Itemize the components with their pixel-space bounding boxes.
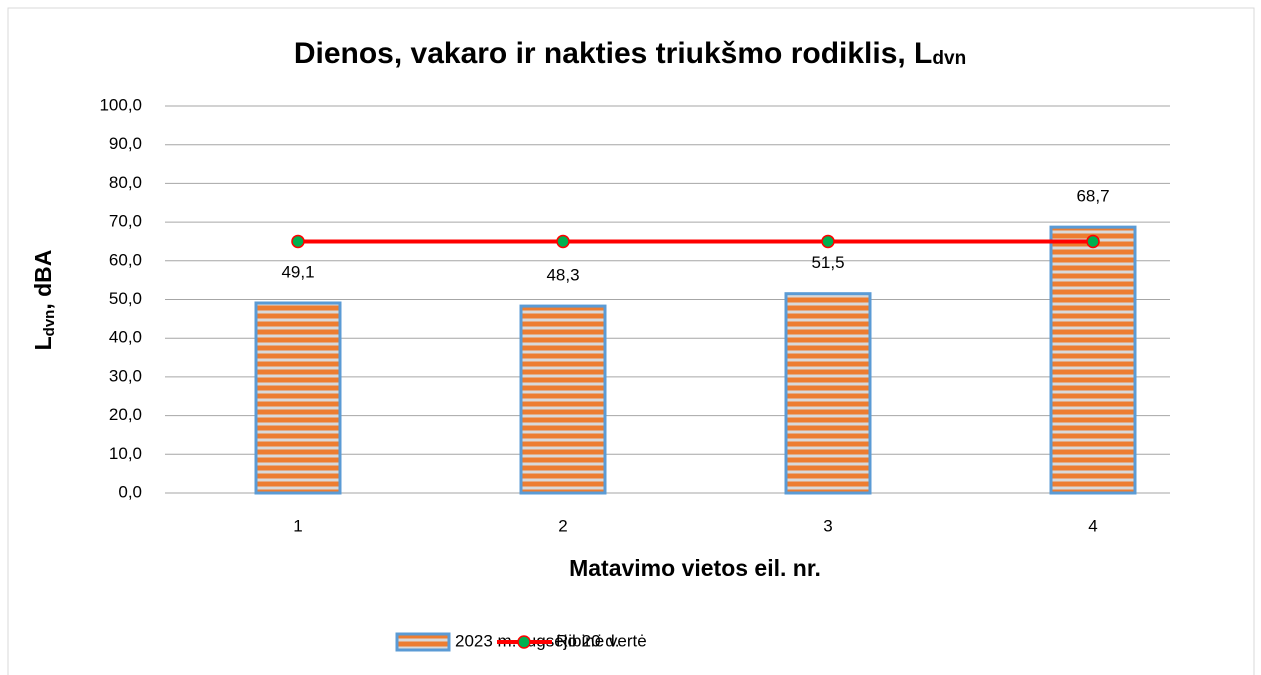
legend-swatch xyxy=(395,632,451,652)
bar xyxy=(254,301,342,495)
x-axis-label: Matavimo vietos eil. nr. xyxy=(569,555,821,581)
x-tick-label: 2 xyxy=(558,516,567,535)
y-tick-label: 90,0 xyxy=(109,134,142,153)
y-tick-label: 60,0 xyxy=(109,250,142,269)
chart-title: Dienos, vakaro ir nakties triukšmo rodik… xyxy=(294,37,966,70)
data-label: 48,3 xyxy=(546,266,579,285)
x-tick-label: 1 xyxy=(293,516,302,535)
y-tick-label: 40,0 xyxy=(109,328,142,347)
y-tick-label: 70,0 xyxy=(109,212,142,231)
data-label: 68,7 xyxy=(1076,187,1109,206)
y-tick-label: 30,0 xyxy=(109,366,142,385)
y-axis-label: Ldvn, dBA xyxy=(30,250,58,351)
data-label: 49,1 xyxy=(281,262,314,281)
line-marker xyxy=(821,234,835,249)
y-tick-label: 80,0 xyxy=(109,173,142,192)
line-marker xyxy=(556,234,570,249)
chart-border xyxy=(7,7,1255,675)
line-marker xyxy=(1086,234,1100,249)
y-tick-label: 50,0 xyxy=(109,289,142,308)
y-tick-label: 20,0 xyxy=(109,405,142,424)
y-tick-label: 100,0 xyxy=(99,95,142,114)
bar xyxy=(784,292,872,495)
y-tick-label: 0,0 xyxy=(118,482,142,501)
legend-swatch xyxy=(517,635,531,649)
x-tick-label: 4 xyxy=(1088,516,1097,535)
bar xyxy=(1049,225,1137,495)
data-label: 51,5 xyxy=(811,253,844,272)
line-marker xyxy=(291,234,305,249)
legend-label: Ribinė vertė xyxy=(556,631,647,650)
y-tick-label: 10,0 xyxy=(109,444,142,463)
x-tick-label: 3 xyxy=(823,516,832,535)
bar xyxy=(519,304,607,495)
